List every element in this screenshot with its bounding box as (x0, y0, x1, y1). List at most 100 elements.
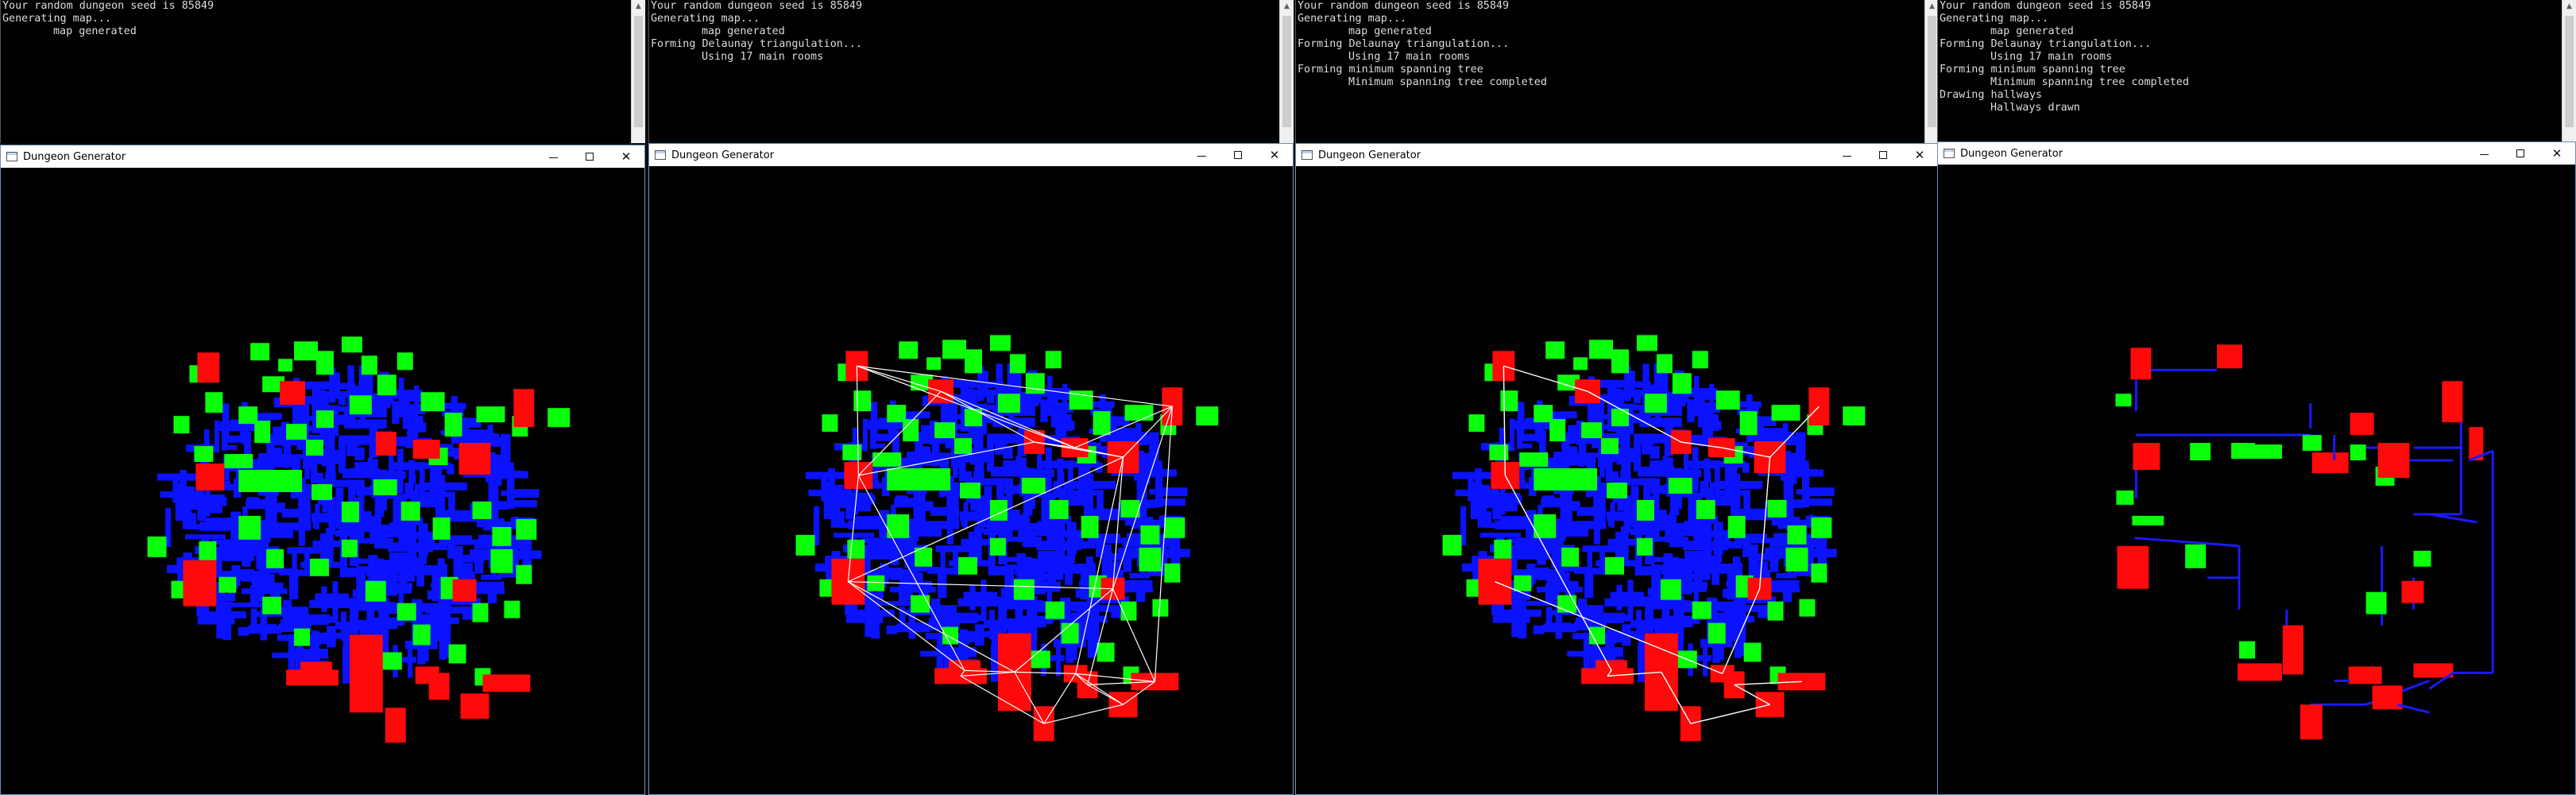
regular-room (1058, 495, 1093, 505)
dungeon-generator-window: Dungeon Generator ✕ (0, 145, 645, 795)
regular-room (444, 592, 451, 636)
mst-edge (1503, 366, 1507, 476)
console-scrollbar[interactable]: ▲ (1924, 0, 1939, 143)
scroll-up-arrow-icon[interactable]: ▲ (636, 2, 641, 10)
side-room (1605, 556, 1624, 575)
delaunay-edge (1087, 681, 1155, 685)
title-bar[interactable]: Dungeon Generator ✕ (649, 144, 1293, 166)
regular-room (962, 514, 968, 528)
regular-room (273, 448, 281, 463)
close-button[interactable]: ✕ (1901, 144, 1938, 166)
close-button[interactable]: ✕ (608, 145, 644, 168)
side-room (472, 501, 492, 519)
regular-room (911, 539, 917, 585)
scroll-thumb[interactable] (2565, 16, 2574, 127)
console-scrollbar[interactable]: ▲ (1279, 0, 1294, 143)
regular-room (285, 614, 331, 624)
regular-room (828, 475, 835, 501)
regular-room (1065, 555, 1073, 585)
regular-room (223, 444, 238, 450)
side-room (1696, 499, 1715, 519)
regular-room (1623, 495, 1631, 533)
regular-room (1642, 437, 1650, 449)
side-room (2115, 394, 2132, 407)
regular-room (1518, 443, 1533, 448)
regular-room (1499, 516, 1543, 525)
title-bar[interactable]: Dungeon Generator ✕ (1296, 144, 1938, 166)
console-scrollbar[interactable]: ▲ (2562, 0, 2576, 143)
side-room (1581, 422, 1603, 439)
console-line: map generated (1348, 25, 1432, 37)
side-room (795, 534, 815, 556)
maximize-button[interactable] (571, 145, 608, 168)
regular-room (259, 564, 284, 574)
regular-room (191, 513, 197, 525)
regular-room (1545, 572, 1570, 582)
hallway (2134, 537, 2240, 548)
close-icon: ✕ (2551, 146, 2562, 161)
window-title: Dungeon Generator (1960, 147, 2064, 160)
side-room (1636, 537, 1653, 556)
scroll-up-arrow-icon[interactable]: ▲ (1284, 2, 1290, 10)
scroll-up-arrow-icon[interactable]: ▲ (2566, 2, 2572, 10)
regular-room (231, 564, 241, 586)
scroll-thumb[interactable] (1928, 16, 1936, 127)
side-room (316, 410, 334, 429)
minimize-button[interactable] (2466, 142, 2502, 165)
regular-room (1063, 414, 1072, 432)
scroll-thumb[interactable] (1282, 16, 1291, 127)
regular-room (451, 406, 464, 417)
regular-room (1612, 471, 1619, 493)
scroll-up-arrow-icon[interactable]: ▲ (1929, 2, 1935, 10)
side-room (1140, 525, 1160, 545)
side-room (1081, 515, 1099, 538)
regular-room (1053, 481, 1062, 494)
regular-room (899, 411, 930, 419)
minimize-button[interactable] (1183, 144, 1220, 166)
regular-room (498, 568, 520, 578)
regular-room (959, 629, 968, 656)
regular-room (1127, 533, 1150, 540)
close-button[interactable]: ✕ (2539, 142, 2575, 165)
main-room (482, 674, 531, 692)
regular-room (431, 566, 439, 595)
side-room (2255, 444, 2282, 460)
side-room (1061, 622, 1079, 644)
minimize-button[interactable] (535, 145, 571, 168)
regular-room (310, 451, 318, 483)
regular-room (1700, 481, 1709, 494)
delaunay-edge (940, 390, 1075, 448)
minimize-icon (548, 157, 558, 158)
console-scrollbar[interactable]: ▲ (631, 0, 645, 143)
regular-room (448, 606, 477, 614)
regular-room (1588, 389, 1597, 424)
side-room (2231, 443, 2256, 460)
console-line: Your random dungeon seed is 85849 (1298, 0, 1510, 12)
scroll-thumb[interactable] (634, 16, 643, 127)
regular-room (250, 608, 257, 628)
regular-room (1712, 638, 1721, 663)
close-button[interactable]: ✕ (1256, 144, 1293, 166)
side-room (1715, 390, 1740, 410)
regular-room (1066, 522, 1077, 555)
maximize-button[interactable] (1220, 144, 1256, 166)
delaunay-edge (848, 581, 1113, 590)
maximize-button[interactable] (2502, 142, 2539, 165)
title-bar[interactable]: Dungeon Generator ✕ (1, 145, 644, 168)
regular-room (920, 521, 960, 529)
regular-room (319, 390, 354, 398)
regular-room (951, 483, 959, 524)
dungeon-canvas (649, 167, 1293, 794)
minimize-button[interactable] (1828, 144, 1865, 166)
side-room (1021, 478, 1046, 494)
dungeon-generator-window: Dungeon Generator ✕ (1295, 143, 1939, 795)
regular-room (1675, 531, 1683, 545)
regular-room (354, 462, 378, 471)
side-room (294, 341, 319, 361)
main-room (375, 432, 396, 456)
regular-room (1669, 512, 1677, 545)
mst-edge (1721, 447, 1770, 458)
regular-room (1572, 633, 1586, 640)
title-bar[interactable]: Dungeon Generator ✕ (1938, 142, 2575, 165)
maximize-button[interactable] (1865, 144, 1901, 166)
